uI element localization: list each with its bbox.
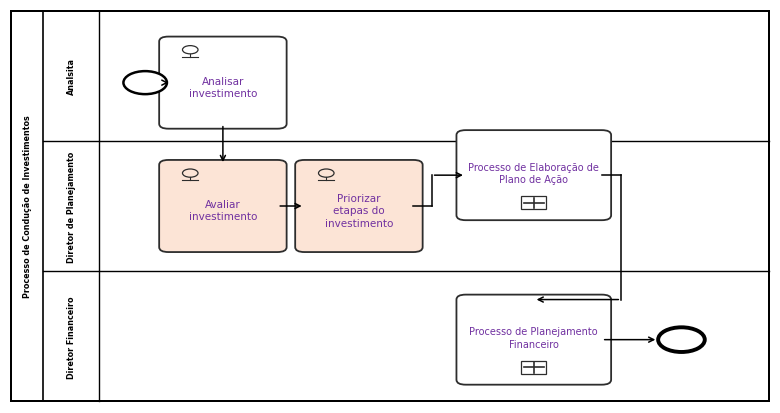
FancyBboxPatch shape xyxy=(295,161,423,252)
FancyBboxPatch shape xyxy=(456,131,611,221)
Circle shape xyxy=(658,328,705,352)
Text: Diretor de Planejamento: Diretor de Planejamento xyxy=(67,151,76,262)
Circle shape xyxy=(318,170,334,178)
Text: Diretor Financeiro: Diretor Financeiro xyxy=(67,295,76,377)
Text: Analisar
investimento: Analisar investimento xyxy=(189,76,257,99)
Text: Priorizar
etapas do
investimento: Priorizar etapas do investimento xyxy=(324,193,393,228)
FancyBboxPatch shape xyxy=(159,38,286,129)
Circle shape xyxy=(123,72,167,95)
Text: Analsita: Analsita xyxy=(67,58,76,95)
FancyBboxPatch shape xyxy=(456,295,611,385)
FancyBboxPatch shape xyxy=(159,161,286,252)
Circle shape xyxy=(183,170,198,178)
Bar xyxy=(521,361,546,374)
Text: Avaliar
investimento: Avaliar investimento xyxy=(189,199,257,222)
Text: Processo de Condução de Investimentos: Processo de Condução de Investimentos xyxy=(23,115,31,298)
Text: Processo de Planejamento
Financeiro: Processo de Planejamento Financeiro xyxy=(470,327,598,349)
Text: Processo de Elaboração de
Plano de Ação: Processo de Elaboração de Plano de Ação xyxy=(468,162,599,185)
Circle shape xyxy=(183,47,198,55)
Bar xyxy=(521,197,546,210)
